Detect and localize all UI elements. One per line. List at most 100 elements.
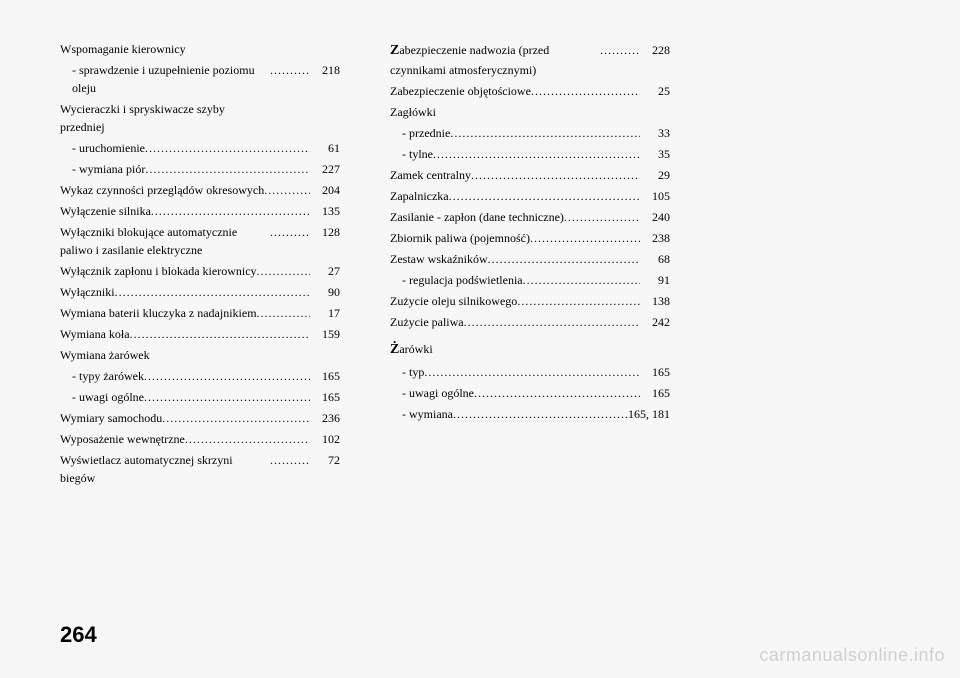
index-entry: Wyposażenie wewnętrzne102 bbox=[60, 430, 340, 448]
entry-label: - typ bbox=[390, 363, 424, 381]
entry-page: 242 bbox=[640, 313, 670, 331]
entry-label: Zamek centralny bbox=[390, 166, 471, 184]
entry-label: Wyświetlacz automatycznej skrzyni biegów bbox=[60, 451, 270, 487]
entry-label: Wycieraczki i spryskiwacze szyby przedni… bbox=[60, 100, 270, 136]
entry-label: Zabezpieczenie nadwozia (przed czynnikam… bbox=[390, 40, 600, 79]
entry-label: - sprawdzenie i uzupełnienie poziomu ole… bbox=[60, 61, 270, 97]
entry-page: 17 bbox=[310, 304, 340, 322]
leader-dots bbox=[453, 405, 628, 423]
entry-page: 61 bbox=[310, 139, 340, 157]
entry-label: Zagłówki bbox=[390, 103, 436, 121]
leader-dots bbox=[270, 223, 310, 241]
leader-dots bbox=[270, 451, 310, 469]
entry-label: Zużycie oleju silnikowego bbox=[390, 292, 517, 310]
leader-dots bbox=[531, 82, 640, 100]
entry-label: Wymiana żarówek bbox=[60, 346, 150, 364]
page-number: 264 bbox=[60, 622, 97, 648]
entry-page: 138 bbox=[640, 292, 670, 310]
index-entry: Zapalniczka 105 bbox=[390, 187, 670, 205]
leader-dots bbox=[530, 229, 640, 247]
index-entry: Zużycie paliwa 242 bbox=[390, 313, 670, 331]
index-entry: Wymiana żarówek bbox=[60, 346, 340, 364]
entry-page: 25 bbox=[640, 82, 670, 100]
leader-dots bbox=[264, 181, 310, 199]
entry-page: 159 bbox=[310, 325, 340, 343]
watermark: carmanualsonline.info bbox=[759, 645, 945, 666]
entry-label: - wymiana bbox=[390, 405, 453, 423]
leader-dots bbox=[424, 363, 640, 381]
entry-page: 240 bbox=[640, 208, 670, 226]
entry-label: - uruchomienie bbox=[60, 139, 145, 157]
index-entry: - przednie33 bbox=[390, 124, 670, 142]
entry-page: 165 bbox=[310, 388, 340, 406]
entry-label: - uwagi ogólne bbox=[390, 384, 474, 402]
entry-page: 238 bbox=[640, 229, 670, 247]
page-content: Wspomaganie kierownicy - sprawdzenie i uz… bbox=[60, 40, 900, 618]
leader-dots bbox=[257, 262, 310, 280]
entry-page: 90 bbox=[310, 283, 340, 301]
index-entry: Żarówki bbox=[390, 339, 670, 360]
leader-dots bbox=[433, 145, 640, 163]
section-letter: Z bbox=[390, 43, 399, 58]
index-entry: Zamek centralny 29 bbox=[390, 166, 670, 184]
index-entry: Wymiana koła 159 bbox=[60, 325, 340, 343]
leader-dots bbox=[144, 388, 310, 406]
entry-page: 105 bbox=[640, 187, 670, 205]
entry-page: 165 bbox=[640, 384, 670, 402]
leader-dots bbox=[471, 166, 640, 184]
entry-label: - tylne bbox=[390, 145, 433, 163]
index-entry: Wyłączniki blokujące automatycznie paliw… bbox=[60, 223, 340, 259]
leader-dots bbox=[270, 61, 310, 79]
entry-label: Żarówki bbox=[390, 339, 433, 360]
index-entry: - wymiana 165, 181 bbox=[390, 405, 670, 423]
index-entry: Wymiary samochodu 236 bbox=[60, 409, 340, 427]
leader-dots bbox=[145, 139, 310, 157]
entry-label: Zużycie paliwa bbox=[390, 313, 464, 331]
leader-dots bbox=[162, 409, 310, 427]
entry-label: - typy żarówek bbox=[60, 367, 144, 385]
entry-page: 35 bbox=[640, 145, 670, 163]
leader-dots bbox=[257, 304, 310, 322]
entry-label: Wymiary samochodu bbox=[60, 409, 162, 427]
index-entry: Wymiana baterii kluczyka z nadajnikiem 17 bbox=[60, 304, 340, 322]
entry-label: Wymiana baterii kluczyka z nadajnikiem bbox=[60, 304, 257, 322]
entry-label: Zasilanie - zapłon (dane techniczne) bbox=[390, 208, 564, 226]
entry-page: 236 bbox=[310, 409, 340, 427]
entry-label: Zestaw wskaźników bbox=[390, 250, 488, 268]
leader-dots bbox=[151, 202, 310, 220]
index-entry: Wspomaganie kierownicy bbox=[60, 40, 340, 58]
leader-dots bbox=[517, 292, 640, 310]
index-entry: Zasilanie - zapłon (dane techniczne) 240 bbox=[390, 208, 670, 226]
entry-label: Wyłączniki blokujące automatycznie paliw… bbox=[60, 223, 270, 259]
entry-page: 68 bbox=[640, 250, 670, 268]
index-entry: - sprawdzenie i uzupełnienie poziomu ole… bbox=[60, 61, 340, 97]
index-entry: Zagłówki bbox=[390, 103, 670, 121]
index-entry: - typy żarówek165 bbox=[60, 367, 340, 385]
index-entry: - typ165 bbox=[390, 363, 670, 381]
index-entry: Zużycie oleju silnikowego 138 bbox=[390, 292, 670, 310]
entry-label: Zbiornik paliwa (pojemność) bbox=[390, 229, 530, 247]
entry-page: 91 bbox=[640, 271, 670, 289]
entry-page: 29 bbox=[640, 166, 670, 184]
entry-page: 165, 181 bbox=[628, 405, 670, 423]
entry-label: Zapalniczka bbox=[390, 187, 449, 205]
entry-page: 33 bbox=[640, 124, 670, 142]
entry-page: 72 bbox=[310, 451, 340, 469]
entry-label: Wyłączniki bbox=[60, 283, 115, 301]
leader-dots bbox=[144, 367, 310, 385]
leader-dots bbox=[488, 250, 640, 268]
index-entry: Wyłączniki 90 bbox=[60, 283, 340, 301]
index-entry: - regulacja podświetlenia91 bbox=[390, 271, 670, 289]
leader-dots bbox=[115, 283, 310, 301]
leader-dots bbox=[449, 187, 640, 205]
leader-dots bbox=[130, 325, 310, 343]
leader-dots bbox=[523, 271, 640, 289]
entry-label: Wymiana koła bbox=[60, 325, 130, 343]
leader-dots bbox=[145, 160, 310, 178]
index-entry: Zbiornik paliwa (pojemność) 238 bbox=[390, 229, 670, 247]
section-letter: Ż bbox=[390, 342, 399, 357]
index-entry: - uwagi ogólne165 bbox=[60, 388, 340, 406]
entry-page: 228 bbox=[640, 41, 670, 59]
entry-label: Wyłącznik zapłonu i blokada kierownicy bbox=[60, 262, 257, 280]
index-entry: Wycieraczki i spryskiwacze szyby przedni… bbox=[60, 100, 340, 136]
